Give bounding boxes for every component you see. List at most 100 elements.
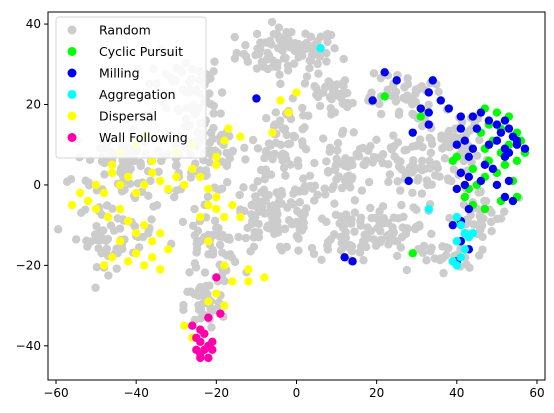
random-point (327, 110, 336, 119)
random-point (302, 38, 311, 48)
random-point (95, 236, 105, 245)
random-point (306, 32, 316, 41)
legend-marker-cyclic-pursuit (67, 47, 77, 56)
y-tick-label: 40 (26, 17, 41, 31)
dispersal-point (131, 229, 141, 238)
random-point (417, 189, 427, 198)
random-point (298, 51, 307, 60)
random-point (366, 203, 375, 213)
random-point (387, 145, 397, 154)
random-point (419, 241, 429, 251)
milling-point (476, 176, 486, 186)
random-point (333, 146, 342, 155)
random-point (254, 228, 264, 237)
x-tick-label: 0 (293, 386, 301, 400)
random-point (253, 177, 262, 186)
random-point (469, 220, 478, 229)
random-point (257, 188, 266, 197)
dispersal-point (123, 257, 133, 266)
random-point (304, 111, 313, 120)
random-point (243, 57, 253, 66)
dispersal-point (172, 172, 181, 182)
random-point (403, 224, 412, 233)
random-point (366, 142, 375, 151)
random-point (279, 163, 289, 173)
wall-following-point (216, 309, 225, 318)
random-point (402, 265, 412, 275)
random-point (188, 221, 198, 231)
random-point (364, 177, 374, 187)
random-point (190, 259, 200, 268)
milling-point (512, 140, 522, 149)
cyclic-pursuit-point (380, 92, 389, 101)
random-point (397, 200, 406, 210)
milling-point (460, 136, 470, 145)
random-point (209, 67, 218, 76)
random-point (414, 174, 423, 183)
random-point (357, 186, 367, 195)
random-point (314, 69, 323, 78)
dispersal-point (115, 237, 125, 246)
dispersal-point (164, 245, 173, 254)
milling-point (472, 124, 482, 133)
random-point (300, 79, 310, 88)
legend-label-cyclic-pursuit: Cyclic Pursuit (99, 44, 183, 59)
aggregation-point (316, 43, 325, 53)
random-point (449, 165, 459, 174)
random-point (234, 232, 243, 242)
random-point (309, 46, 318, 56)
dispersal-series (67, 88, 301, 342)
random-point (433, 163, 442, 173)
random-point (317, 255, 326, 265)
dispersal-point (99, 261, 109, 270)
random-point (363, 223, 372, 232)
legend: Random Cyclic Pursuit Milling Aggregation Di… (55, 16, 207, 159)
random-point (377, 235, 386, 245)
random-point (266, 224, 275, 233)
random-point (322, 57, 331, 66)
random-point (281, 171, 290, 180)
random-point (386, 229, 395, 238)
random-point (102, 244, 111, 254)
dispersal-point (123, 172, 133, 182)
random-point (383, 218, 393, 228)
random-point (478, 245, 487, 254)
dispersal-point (212, 289, 221, 298)
wall-following-point (188, 321, 197, 330)
random-point (277, 199, 286, 208)
random-point (196, 314, 206, 323)
milling-point (508, 196, 518, 206)
legend-label-aggregation: Aggregation (99, 87, 176, 102)
random-point (239, 183, 248, 192)
legend-marker-dispersal (67, 111, 77, 121)
cyclic-pursuit-point (492, 108, 502, 117)
random-point (172, 160, 181, 170)
dispersal-point (131, 249, 141, 258)
random-point (271, 108, 280, 117)
aggregation-point (456, 220, 466, 230)
random-point (443, 133, 453, 142)
wall-following-point (212, 273, 221, 282)
random-point (369, 69, 379, 78)
dispersal-point (156, 176, 165, 186)
random-point (112, 264, 121, 273)
random-point (118, 156, 127, 165)
random-point (260, 153, 269, 163)
random-point (361, 235, 371, 244)
random-point (290, 185, 300, 194)
random-point (427, 229, 436, 239)
random-point (144, 191, 153, 201)
random-point (367, 213, 376, 223)
legend-label-dispersal: Dispersal (99, 109, 157, 124)
random-point (341, 154, 350, 163)
dispersal-point (148, 237, 157, 246)
random-point (274, 23, 284, 32)
random-point (427, 243, 436, 253)
random-point (368, 158, 377, 167)
random-point (326, 235, 335, 244)
random-point (297, 226, 307, 235)
milling-point (436, 96, 445, 105)
random-point (327, 184, 337, 194)
random-point (53, 225, 63, 234)
random-point (252, 29, 262, 39)
